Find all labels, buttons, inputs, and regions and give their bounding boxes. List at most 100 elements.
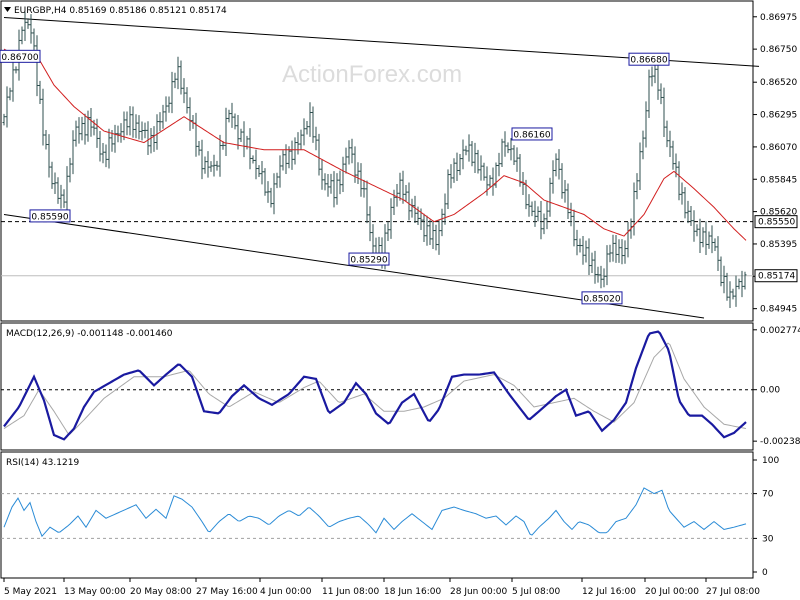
price-bar — [320, 159, 324, 190]
price-bar — [155, 114, 159, 150]
price-bar — [23, 11, 27, 41]
price-bar — [605, 245, 609, 286]
price-bar — [677, 161, 681, 201]
price-bar — [665, 120, 669, 148]
price-bar — [704, 221, 708, 256]
price-bar — [548, 177, 552, 217]
time-axis-label: 20 Jul 00:00 — [645, 587, 699, 597]
annotation-label: 0.85020 — [583, 294, 620, 304]
price-bar — [362, 179, 366, 198]
price-axis-label: 0.85620 — [760, 208, 797, 218]
price-bar — [263, 168, 267, 196]
price-bar — [95, 118, 99, 148]
macd-layer — [1, 330, 753, 441]
price-axis-box-label: 0.85174 — [758, 272, 795, 282]
price-bar — [593, 250, 597, 284]
price-bar — [62, 189, 66, 208]
price-axis-box — [754, 269, 798, 283]
annotation-label: 0.85590 — [31, 212, 68, 222]
price-bar — [284, 144, 288, 174]
price-bar — [140, 121, 144, 141]
symbol-dropdown-icon[interactable] — [4, 7, 11, 12]
time-axis-label: 27 May 16:00 — [196, 587, 258, 597]
price-bar — [530, 201, 534, 217]
price-bar — [701, 227, 705, 248]
price-bar — [683, 187, 687, 219]
price-bar — [221, 141, 225, 150]
price-bar — [152, 126, 156, 152]
price-bar — [116, 125, 120, 143]
axis-layer: 0.86975 0.86750 0.86520 0.86295 0.86070 0.858… — [3, 13, 800, 597]
annotation-box — [348, 252, 390, 266]
price-bar — [38, 80, 42, 105]
price-bar — [623, 240, 627, 264]
price-bar — [122, 111, 126, 141]
price-bar — [716, 236, 720, 272]
price-bar — [662, 87, 666, 137]
price-bar — [164, 96, 168, 122]
price-bar — [215, 160, 219, 171]
price-bar — [347, 140, 351, 165]
time-axis-label: 27 Jul 08:00 — [706, 587, 760, 597]
price-axis-label: 0.86750 — [760, 45, 797, 55]
price-bar — [446, 169, 450, 210]
price-bar — [425, 215, 429, 246]
price-bar — [503, 131, 507, 157]
price-bar — [560, 163, 564, 199]
price-bar — [494, 162, 498, 188]
price-bar — [143, 122, 147, 139]
price-bar — [185, 87, 189, 114]
price-bar — [131, 106, 135, 138]
price-bar — [572, 209, 576, 247]
price-bar — [449, 164, 453, 189]
price-bar — [356, 162, 360, 185]
price-bar — [452, 158, 456, 183]
price-bar — [209, 161, 213, 172]
price-bar — [41, 88, 45, 146]
price-axis-box — [754, 215, 798, 229]
price-bar — [311, 106, 315, 143]
price-bar — [251, 155, 255, 164]
price-bar — [200, 139, 204, 180]
price-bar — [233, 113, 237, 130]
price-bar — [293, 137, 297, 165]
price-bar — [173, 72, 177, 89]
price-bar — [254, 149, 258, 180]
price-bar — [596, 266, 600, 283]
price-bar — [20, 26, 24, 45]
price-axis-label: 0.86070 — [760, 143, 797, 153]
price-bar — [413, 195, 417, 224]
price-bar — [47, 134, 51, 178]
price-bar — [650, 66, 654, 87]
price-bar — [275, 172, 279, 189]
price-bar — [179, 60, 183, 95]
price-bar — [488, 175, 492, 189]
price-bar — [695, 224, 699, 237]
macd-title: MACD(12,26,9) -0.001148 -0.001460 — [6, 329, 173, 339]
time-axis-label: 18 Jun 16:00 — [384, 587, 441, 597]
price-bar — [32, 28, 36, 51]
moving-average-line — [3, 48, 747, 241]
price-bar — [476, 149, 480, 174]
price-bar — [458, 153, 462, 176]
price-bar — [203, 156, 207, 174]
price-bar — [737, 278, 741, 290]
annotation-label: 0.85290 — [350, 256, 387, 266]
price-bar — [389, 198, 393, 239]
price-bar — [512, 145, 516, 165]
price-bar — [719, 256, 723, 287]
price-axis-label: 0.84945 — [760, 305, 797, 315]
price-bar — [635, 173, 639, 200]
rsi-panel — [0, 451, 754, 579]
price-bar — [137, 115, 141, 140]
annotation-box — [29, 209, 71, 223]
rsi-axis-label: 70 — [762, 490, 774, 500]
price-bar — [299, 129, 303, 150]
price-bar — [167, 96, 171, 113]
price-bar — [314, 126, 318, 151]
price-bar — [599, 265, 603, 289]
price-axis-label: 0.86295 — [760, 111, 797, 121]
price-bar — [257, 165, 261, 178]
price-bar — [365, 180, 369, 224]
price-bar — [533, 200, 537, 227]
